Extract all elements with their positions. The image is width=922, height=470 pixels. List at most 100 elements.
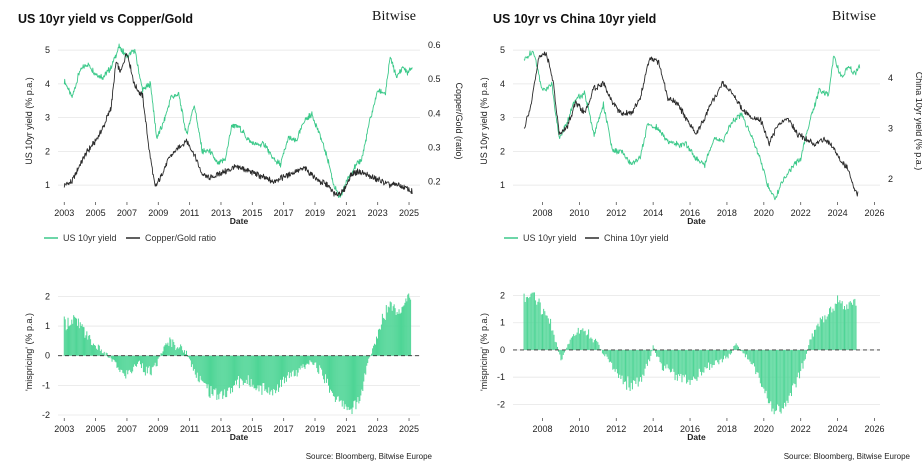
- mispricing-bar: [633, 349, 635, 381]
- mispricing-bar: [674, 349, 676, 381]
- mispricing-bar: [719, 349, 721, 360]
- panel-china-bottom: -2 -1 0 1 2 2008 2010 2012 2014 2016 2018 2020 2022 2…: [479, 291, 884, 442]
- mispricing-bar: [124, 355, 126, 377]
- mispricing-bar: [117, 355, 119, 368]
- mispricing-bar: [731, 349, 733, 354]
- mispricing-bar: [811, 333, 813, 350]
- mispricing-bar: [576, 332, 578, 350]
- mispricing-bar: [222, 355, 224, 399]
- mispricing-bar: [100, 349, 102, 356]
- mispricing-bar: [82, 326, 84, 356]
- mispricing-bar: [703, 349, 705, 373]
- y-tick-label: 4: [45, 79, 50, 89]
- mispricing-bar: [583, 331, 585, 350]
- y-right-tick-label: 0.4: [428, 108, 441, 118]
- x-tick-label: 2010: [569, 424, 589, 434]
- mispricing-bar: [696, 349, 698, 381]
- mispricing-bar: [258, 355, 260, 392]
- mispricing-bar: [556, 346, 558, 350]
- mispricing-bar: [149, 355, 151, 375]
- x-tick-label: 2005: [86, 424, 106, 434]
- mispricing-bar: [283, 355, 285, 384]
- mispricing-bar: [569, 339, 571, 350]
- y-tick-label: 1: [500, 180, 505, 190]
- mispricing-bar: [365, 355, 367, 375]
- mispricing-bar: [737, 346, 739, 350]
- y-axis-label: US 10yr yield (% p.a.): [479, 77, 489, 165]
- mispricing-bar: [580, 330, 582, 350]
- mispricing-bar: [823, 322, 825, 350]
- mispricing-bar: [652, 345, 654, 350]
- mispricing-bar: [582, 328, 584, 350]
- mispricing-bar: [89, 335, 91, 356]
- mispricing-bar: [262, 355, 264, 384]
- mispricing-bar: [374, 343, 376, 356]
- mispricing-bar: [669, 349, 671, 373]
- mispricing-bar: [555, 342, 557, 350]
- mispricing-bar: [173, 341, 175, 356]
- mispricing-bar: [707, 349, 709, 363]
- mispricing-bar: [782, 349, 784, 409]
- mispricing-bar: [329, 355, 330, 393]
- mispricing-bar: [646, 349, 648, 366]
- mispricing-bar: [105, 352, 107, 356]
- mispricing-bar: [615, 349, 617, 370]
- mispricing-bar: [153, 355, 155, 366]
- mispricing-bar: [854, 298, 856, 350]
- mispricing-bar: [73, 315, 75, 356]
- x-tick-label: 2018: [717, 208, 737, 218]
- mispricing-bar: [299, 355, 301, 370]
- x-tick-label: 2019: [305, 208, 325, 218]
- mispricing-bar: [123, 355, 125, 374]
- mispricing-bar: [137, 355, 139, 364]
- mispricing-bar: [402, 306, 404, 356]
- mispricing-bar: [266, 355, 268, 393]
- mispricing-bar: [372, 348, 374, 356]
- mispricing-bar: [529, 296, 531, 350]
- mispricing-bar: [610, 349, 612, 362]
- y-tick-label: 5: [500, 45, 505, 55]
- mispricing-bar: [293, 355, 295, 377]
- mispricing-bar: [75, 318, 77, 356]
- mispricing-bar: [717, 349, 719, 363]
- mispricing-bar: [75, 317, 77, 356]
- mispricing-bar: [122, 355, 124, 373]
- mispricing-bar: [726, 349, 728, 357]
- mispricing-bar: [303, 355, 305, 368]
- mispricing-bar: [571, 336, 573, 350]
- mispricing-bar: [315, 355, 317, 363]
- mispricing-bar: [833, 310, 835, 350]
- mispricing-bar: [376, 336, 378, 356]
- mispricing-bar: [816, 325, 818, 350]
- mispricing-bar: [684, 349, 686, 375]
- mispricing-bar: [406, 301, 408, 356]
- mispricing-bar: [349, 355, 351, 410]
- x-tick-label: 2014: [643, 208, 663, 218]
- mispricing-bar: [817, 323, 819, 350]
- y-tick-label: 1: [45, 180, 50, 190]
- x-tick-label: 2017: [274, 424, 294, 434]
- x-tick-label: 2016: [680, 424, 700, 434]
- mispricing-bar: [367, 355, 369, 364]
- mispricing-bar: [799, 349, 801, 379]
- mispricing-bar: [635, 349, 637, 384]
- mispricing-bar: [625, 349, 626, 382]
- mispricing-bar: [734, 345, 736, 350]
- mispricing-bar: [812, 336, 814, 350]
- mispricing-bar: [762, 349, 764, 388]
- x-tick-label: 2008: [532, 424, 552, 434]
- x-tick-label: 2018: [717, 424, 737, 434]
- mispricing-bar: [698, 349, 700, 369]
- mispricing-bar: [275, 355, 277, 394]
- mispricing-bar: [371, 353, 373, 356]
- mispricing-bar: [524, 301, 526, 350]
- mispricing-bar: [820, 319, 822, 350]
- mispricing-bar: [359, 355, 361, 401]
- mispricing-bar: [184, 350, 186, 356]
- mispricing-bar: [637, 349, 639, 387]
- mispricing-bar: [741, 349, 743, 352]
- y-right-axis-label: China 10yr yield (% p.a.): [914, 72, 922, 171]
- mispricing-bar: [290, 355, 292, 377]
- mispricing-bar: [363, 355, 365, 382]
- mispricing-bar: [259, 355, 261, 386]
